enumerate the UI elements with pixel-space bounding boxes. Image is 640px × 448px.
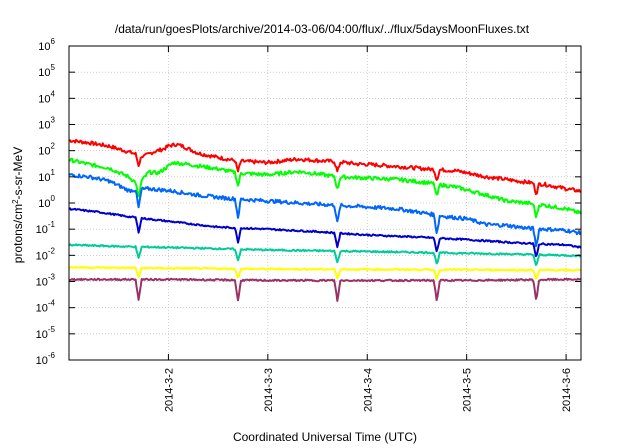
y-tick-label: 105 — [38, 63, 55, 79]
y-tick-label: 102 — [38, 142, 55, 158]
y-tick-label-base: 10 — [38, 93, 50, 105]
y-axis-label-tail: -s-sr-MeV — [11, 147, 25, 200]
x-tick-label: 2014-3-2 — [163, 368, 175, 412]
y-tick-label-exponent: 4 — [51, 89, 56, 98]
x-tick-label: 2014-3-3 — [263, 368, 275, 412]
y-tick-label-base: 10 — [38, 172, 50, 184]
x-tick-label: 2014-3-5 — [462, 368, 474, 412]
y-tick-label: 10-3 — [36, 273, 56, 289]
y-tick-label-base: 10 — [36, 303, 48, 315]
y-tick-label: 100 — [38, 194, 55, 210]
y-tick-label: 10-5 — [36, 325, 56, 341]
y-tick-label-exponent: 2 — [51, 142, 56, 151]
y-tick-label: 10-6 — [36, 351, 56, 367]
y-axis-label-base: protons/cm — [11, 204, 25, 263]
chart-title: /data/run/goesPlots/archive/2014-03-06/0… — [115, 22, 530, 36]
y-tick-label-exponent: 3 — [51, 116, 56, 125]
y-tick-label-exponent: 5 — [51, 63, 56, 72]
y-tick-label: 10-2 — [36, 246, 56, 262]
y-tick-label-base: 10 — [38, 120, 50, 132]
y-tick-label-base: 10 — [38, 198, 50, 210]
y-tick-label: 10-4 — [36, 299, 56, 315]
series-line — [68, 207, 582, 258]
y-tick-label-exponent: -3 — [48, 273, 56, 282]
y-tick-label-base: 10 — [36, 224, 48, 236]
y-tick-label-exponent: -1 — [48, 220, 56, 229]
y-axis-label: protons/cm2-s-sr-MeV — [11, 147, 26, 263]
y-tick-label-base: 10 — [36, 250, 48, 262]
y-tick-label-base: 10 — [36, 329, 48, 341]
y-tick-label-exponent: 0 — [51, 194, 56, 203]
y-tick-label: 104 — [38, 89, 55, 105]
x-axis-label: Coordinated Universal Time (UTC) — [233, 430, 417, 444]
y-tick-label: 106 — [38, 37, 55, 53]
y-tick-label-base: 10 — [38, 67, 50, 79]
y-tick-label-exponent: -6 — [48, 351, 56, 360]
series-line — [68, 277, 582, 302]
y-tick-label: 10-1 — [36, 220, 56, 236]
y-tick-label-exponent: -5 — [48, 325, 56, 334]
series-group — [68, 138, 582, 302]
axis-ticks: 10-610-510-410-310-210-11001011021031041… — [36, 37, 581, 412]
y-tick-label: 101 — [38, 168, 55, 184]
y-tick-label-base: 10 — [36, 355, 48, 367]
series-line — [68, 138, 581, 196]
y-tick-label-base: 10 — [38, 146, 50, 158]
series-line — [68, 173, 582, 248]
y-tick-label: 103 — [38, 116, 55, 132]
x-tick-label: 2014-3-4 — [362, 368, 374, 412]
x-tick-label: 2014-3-6 — [561, 368, 573, 412]
y-tick-label-exponent: -2 — [48, 246, 56, 255]
series-line — [68, 243, 582, 266]
y-axis-label-sup: 2 — [11, 199, 20, 204]
y-tick-label-base: 10 — [36, 277, 48, 289]
y-tick-label-base: 10 — [38, 41, 50, 53]
series-line — [69, 157, 582, 219]
y-tick-label-exponent: -4 — [48, 299, 56, 308]
y-tick-label-exponent: 1 — [51, 168, 56, 177]
series-line — [68, 265, 582, 280]
y-tick-label-exponent: 6 — [51, 37, 56, 46]
